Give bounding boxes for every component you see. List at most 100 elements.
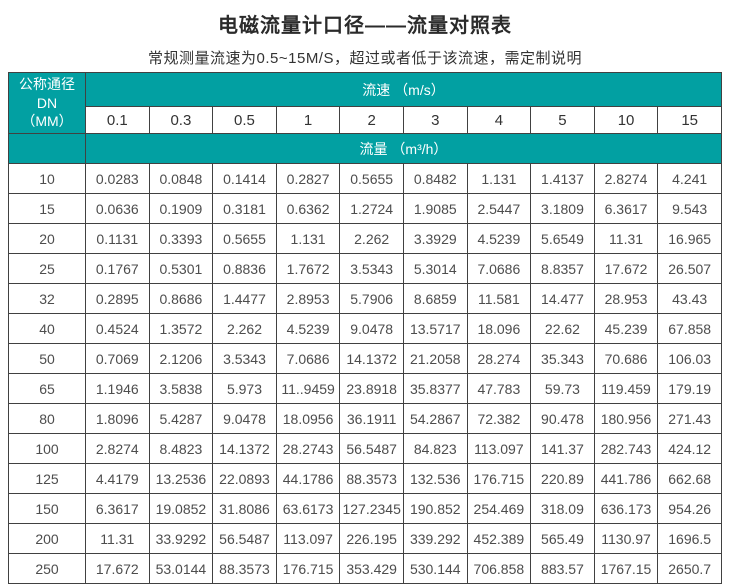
table-row: 50 0.7069 2.1206 3.5343 7.0686 14.1372 21.2058… bbox=[8, 343, 722, 374]
flow-value-cell: 7.0686 bbox=[275, 343, 341, 374]
flow-value-cell: 56.5487 bbox=[339, 433, 404, 464]
table-body: 10 0.0283 0.0848 0.1414 0.2827 0.5655 0.8482 1.… bbox=[8, 163, 722, 584]
flow-value-cell: 0.2827 bbox=[275, 163, 341, 194]
flow-value-cell: 18.0956 bbox=[275, 403, 341, 434]
flow-value-cell: 636.173 bbox=[593, 493, 659, 524]
table-row: 65 1.1946 3.5838 5.973 11..9459 23.8918 35.837… bbox=[8, 373, 722, 404]
flow-value-cell: 11.581 bbox=[466, 283, 532, 314]
table-row: 15 0.0636 0.1909 0.3181 0.6362 1.2724 1.9085 2.… bbox=[8, 193, 722, 224]
flow-value-cell: 565.49 bbox=[530, 523, 595, 554]
velocity-value-cell: 0.3 bbox=[148, 106, 214, 134]
flow-value-cell: 53.0144 bbox=[148, 553, 214, 584]
dn-cell: 32 bbox=[8, 283, 86, 314]
flow-title-row: 流量 （m³/h） bbox=[8, 133, 722, 164]
flow-value-cell: 28.953 bbox=[593, 283, 659, 314]
dn-cell: 250 bbox=[8, 553, 86, 584]
flow-value-cell: 8.8357 bbox=[530, 253, 595, 284]
flow-value-cell: 4.4179 bbox=[85, 463, 150, 494]
flow-comparison-table: 公称通径DN （MM） 流速 （m/s） 0.1 0.3 0.5 1 2 3 4 5 10 15 … bbox=[8, 72, 722, 584]
flow-value-cell: 6.3617 bbox=[593, 193, 659, 224]
corner-header-cell: 公称通径DN （MM） bbox=[8, 72, 86, 134]
flow-value-cell: 2.5447 bbox=[466, 193, 532, 224]
flow-value-cell: 44.1786 bbox=[275, 463, 341, 494]
flow-header-spacer-cell bbox=[8, 133, 86, 164]
flow-value-cell: 14.1372 bbox=[339, 343, 404, 374]
flow-value-cell: 5.3014 bbox=[402, 253, 468, 284]
flow-value-cell: 4.5239 bbox=[275, 313, 341, 344]
flow-value-cell: 0.6362 bbox=[275, 193, 341, 224]
page-subtitle: 常规测量流速为0.5~15M/S，超过或者低于该流速，需定制说明 bbox=[148, 50, 582, 67]
flow-value-cell: 271.43 bbox=[657, 403, 722, 434]
flow-value-cell: 119.459 bbox=[593, 373, 659, 404]
flow-value-cell: 14.1372 bbox=[212, 433, 277, 464]
flow-value-cell: 28.2743 bbox=[275, 433, 341, 464]
velocity-value-cell: 10 bbox=[593, 106, 659, 134]
velocity-value-cell: 1 bbox=[275, 106, 341, 134]
flow-value-cell: 35.8377 bbox=[402, 373, 468, 404]
flow-value-cell: 4.5239 bbox=[466, 223, 532, 254]
flow-value-cell: 43.43 bbox=[657, 283, 722, 314]
dn-cell: 80 bbox=[8, 403, 86, 434]
flow-value-cell: 530.144 bbox=[402, 553, 468, 584]
flow-value-cell: 2.8274 bbox=[85, 433, 150, 464]
velocity-value-cell: 4 bbox=[466, 106, 532, 134]
flow-value-cell: 113.097 bbox=[466, 433, 532, 464]
velocity-value-cell: 0.1 bbox=[85, 106, 150, 134]
flow-value-cell: 4.241 bbox=[657, 163, 722, 194]
flow-value-cell: 2.1206 bbox=[148, 343, 214, 374]
flow-value-cell: 0.7069 bbox=[85, 343, 150, 374]
flow-value-cell: 45.239 bbox=[593, 313, 659, 344]
flow-value-cell: 63.6173 bbox=[275, 493, 341, 524]
flow-value-cell: 452.389 bbox=[466, 523, 532, 554]
flow-value-cell: 176.715 bbox=[466, 463, 532, 494]
flow-value-cell: 72.382 bbox=[466, 403, 532, 434]
flow-value-cell: 8.4823 bbox=[148, 433, 214, 464]
flow-value-cell: 3.1809 bbox=[530, 193, 595, 224]
table-row: 150 6.3617 19.0852 31.8086 63.6173 127.2345 19… bbox=[8, 493, 722, 524]
flow-value-cell: 0.5655 bbox=[212, 223, 277, 254]
flow-value-cell: 47.783 bbox=[466, 373, 532, 404]
flow-value-cell: 282.743 bbox=[593, 433, 659, 464]
flow-value-cell: 11..9459 bbox=[275, 373, 341, 404]
flow-value-cell: 11.31 bbox=[593, 223, 659, 254]
table-row: 250 17.672 53.0144 88.3573 176.715 353.429 530… bbox=[8, 553, 722, 584]
flow-value-cell: 0.4524 bbox=[85, 313, 150, 344]
flow-value-cell: 84.823 bbox=[402, 433, 468, 464]
flow-value-cell: 36.1911 bbox=[339, 403, 404, 434]
flow-value-cell: 5.6549 bbox=[530, 223, 595, 254]
flow-value-cell: 31.8086 bbox=[212, 493, 277, 524]
flow-value-cell: 220.89 bbox=[530, 463, 595, 494]
flow-value-cell: 17.672 bbox=[593, 253, 659, 284]
flow-value-cell: 0.8836 bbox=[212, 253, 277, 284]
dn-cell: 150 bbox=[8, 493, 86, 524]
flow-value-cell: 954.26 bbox=[657, 493, 722, 524]
velocity-title-row: 公称通径DN （MM） 流速 （m/s） bbox=[8, 72, 722, 134]
flow-value-cell: 141.37 bbox=[530, 433, 595, 464]
flow-value-cell: 13.5717 bbox=[402, 313, 468, 344]
velocity-value-cell: 15 bbox=[657, 106, 722, 134]
flow-value-cell: 662.68 bbox=[657, 463, 722, 494]
flow-value-cell: 132.536 bbox=[402, 463, 468, 494]
flow-value-cell: 54.2867 bbox=[402, 403, 468, 434]
dn-cell: 40 bbox=[8, 313, 86, 344]
table-row: 200 11.31 33.9292 56.5487 113.097 226.195 339.… bbox=[8, 523, 722, 554]
flow-value-cell: 706.858 bbox=[466, 553, 532, 584]
flow-value-cell: 1130.97 bbox=[593, 523, 659, 554]
dn-cell: 100 bbox=[8, 433, 86, 464]
flow-value-cell: 23.8918 bbox=[339, 373, 404, 404]
flow-value-cell: 106.03 bbox=[657, 343, 722, 374]
flow-value-cell: 0.5301 bbox=[148, 253, 214, 284]
velocity-header: 流速 （m/s） bbox=[85, 72, 722, 107]
flow-value-cell: 1.7672 bbox=[275, 253, 341, 284]
corner-header-line2: （MM） bbox=[21, 113, 73, 130]
table-row: 100 2.8274 8.4823 14.1372 28.2743 56.5487 84.8… bbox=[8, 433, 722, 464]
table-row: 25 0.1767 0.5301 0.8836 1.7672 3.5343 5.3014 7.… bbox=[8, 253, 722, 284]
flow-value-cell: 190.852 bbox=[402, 493, 468, 524]
flow-value-cell: 1.8096 bbox=[85, 403, 150, 434]
flow-value-cell: 0.3181 bbox=[212, 193, 277, 224]
flow-value-cell: 1.3572 bbox=[148, 313, 214, 344]
velocity-value-cell: 5 bbox=[530, 106, 595, 134]
flow-value-cell: 113.097 bbox=[275, 523, 341, 554]
flow-value-cell: 0.5655 bbox=[339, 163, 404, 194]
flow-value-cell: 9.0478 bbox=[339, 313, 404, 344]
